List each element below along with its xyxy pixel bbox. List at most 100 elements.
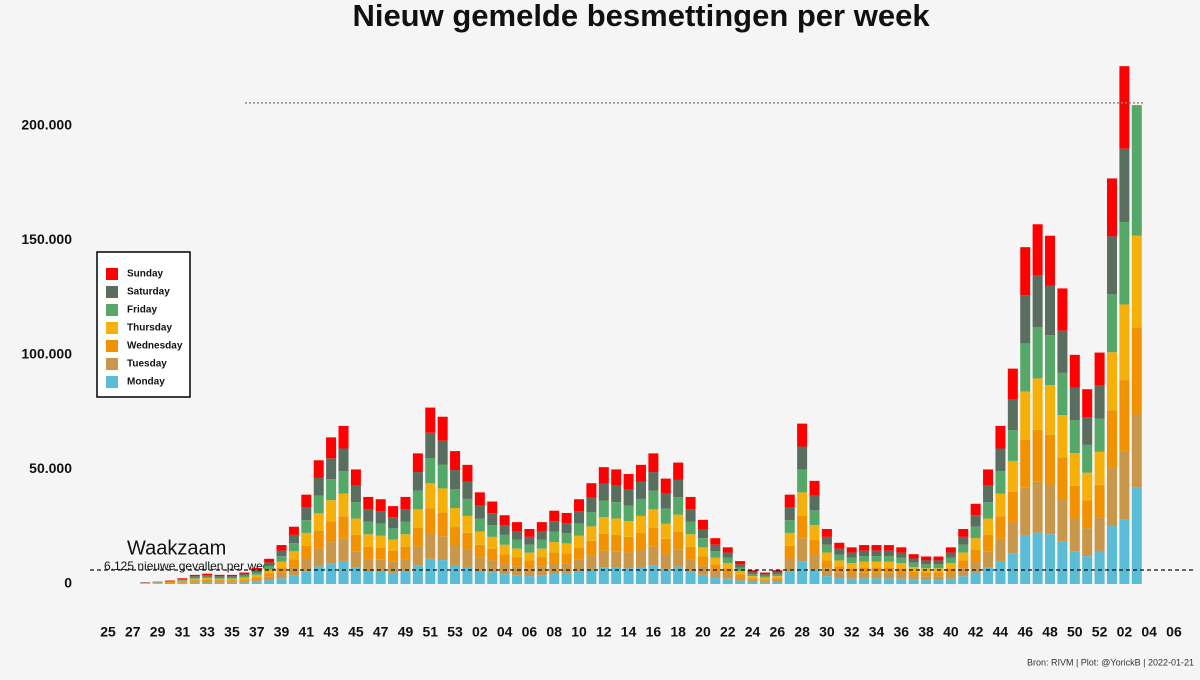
bar-segment bbox=[983, 469, 993, 485]
bar-segment bbox=[785, 495, 795, 508]
bar-segment bbox=[661, 509, 671, 524]
bar-segment bbox=[611, 469, 621, 485]
bar-segment bbox=[1033, 276, 1043, 327]
bar-segment bbox=[673, 515, 683, 532]
bar-segment bbox=[500, 555, 510, 565]
bar-segment bbox=[710, 538, 720, 545]
x-tick-label: 50 bbox=[1067, 624, 1083, 640]
x-tick-label: 08 bbox=[546, 624, 562, 640]
bar-segment bbox=[810, 540, 820, 555]
bar-segment bbox=[735, 577, 745, 580]
x-tick-label: 41 bbox=[299, 624, 315, 640]
bar-segment bbox=[326, 500, 336, 521]
bar-segment bbox=[239, 574, 249, 576]
bar-segment bbox=[1070, 420, 1080, 453]
bar-segment bbox=[339, 471, 349, 494]
bar-segment bbox=[388, 551, 398, 562]
bar-segment bbox=[363, 522, 373, 534]
bar-segment bbox=[537, 549, 547, 558]
bar-segment bbox=[1045, 335, 1055, 385]
bar-segment bbox=[190, 579, 200, 580]
bar-segment bbox=[339, 448, 349, 471]
bar-segment bbox=[562, 554, 572, 564]
bar-segment bbox=[1119, 66, 1129, 148]
bar-segment bbox=[1057, 457, 1067, 499]
bar-segment bbox=[636, 516, 646, 533]
bar-segment bbox=[462, 482, 472, 499]
bar-segment bbox=[462, 516, 472, 533]
bar-segment bbox=[277, 556, 287, 562]
legend-label: Saturday bbox=[127, 287, 170, 298]
bar-segment bbox=[1045, 285, 1055, 335]
bar-segment bbox=[971, 504, 981, 515]
bar-segment bbox=[834, 549, 844, 555]
x-tick-label: 04 bbox=[1141, 624, 1157, 640]
bar-segment bbox=[624, 568, 634, 584]
x-tick-label: 06 bbox=[1166, 624, 1182, 640]
bar-segment bbox=[995, 494, 1005, 517]
bar-segment bbox=[177, 581, 187, 582]
bar-segment bbox=[661, 494, 671, 509]
bar-segment bbox=[314, 531, 324, 549]
bar-segment bbox=[847, 553, 857, 558]
bar-segment bbox=[958, 529, 968, 537]
x-tick-label: 32 bbox=[844, 624, 860, 640]
bar-segment bbox=[376, 548, 386, 560]
bar-segment bbox=[735, 574, 745, 577]
bar-segment bbox=[785, 533, 795, 546]
bar-segment bbox=[227, 576, 237, 577]
bar-segment bbox=[1057, 500, 1067, 542]
bar-segment bbox=[475, 532, 485, 545]
bar-segment bbox=[500, 525, 510, 535]
bar-segment bbox=[487, 572, 497, 584]
bar-segment bbox=[698, 557, 708, 566]
bar-segment bbox=[413, 491, 423, 510]
bar-segment bbox=[351, 486, 361, 502]
bar-segment bbox=[785, 507, 795, 520]
bar-segment bbox=[425, 559, 435, 584]
bar-segment bbox=[215, 583, 225, 584]
bar-segment bbox=[921, 564, 931, 568]
bar-segment bbox=[277, 573, 287, 579]
bar-segment bbox=[785, 571, 795, 584]
bar-segment bbox=[413, 453, 423, 472]
bar-segment bbox=[748, 578, 758, 580]
bar-segment bbox=[946, 568, 956, 573]
bar-segment bbox=[748, 574, 758, 576]
bar-segment bbox=[611, 535, 621, 551]
bar-segment bbox=[190, 581, 200, 582]
bar-segment bbox=[462, 499, 472, 516]
bar-segment bbox=[500, 515, 510, 525]
bar-segment bbox=[636, 533, 646, 550]
bar-segment bbox=[810, 481, 820, 496]
bar-segment bbox=[958, 560, 968, 568]
bar-segment bbox=[376, 511, 386, 523]
bar-segment bbox=[1020, 392, 1030, 440]
bar-segment bbox=[512, 522, 522, 531]
bar-segment bbox=[289, 543, 299, 551]
y-tick-label: 150.000 bbox=[21, 231, 72, 247]
bar-segment bbox=[1045, 435, 1055, 485]
bar-segment bbox=[1057, 288, 1067, 330]
bar-segment bbox=[661, 479, 671, 494]
bar-segment bbox=[215, 577, 225, 578]
bar-segment bbox=[797, 515, 807, 538]
bar-segment bbox=[202, 581, 212, 582]
x-tick-label: 34 bbox=[869, 624, 885, 640]
x-tick-label: 24 bbox=[745, 624, 761, 640]
bar-segment bbox=[227, 575, 237, 576]
bar-segment bbox=[624, 505, 634, 521]
bar-segment bbox=[252, 577, 262, 579]
bar-segment bbox=[239, 576, 249, 578]
bar-segment bbox=[487, 502, 497, 514]
bar-segment bbox=[425, 458, 435, 483]
bar-segment bbox=[1020, 247, 1030, 295]
bar-segment bbox=[500, 564, 510, 574]
bar-segment bbox=[723, 579, 733, 584]
bar-segment bbox=[822, 553, 832, 561]
bar-segment bbox=[834, 543, 844, 549]
bar-segment bbox=[487, 525, 497, 537]
bar-segment bbox=[772, 572, 782, 574]
footer: Bron: RIVM | Plot: @YorickB | 2022-01-21 bbox=[1027, 657, 1194, 667]
